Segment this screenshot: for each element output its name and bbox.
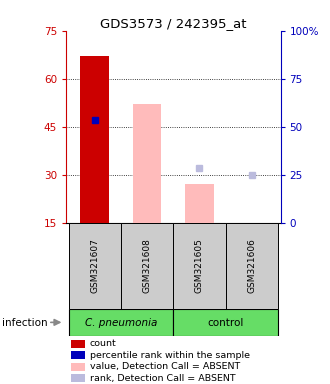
Bar (69, 309, 173, 336)
Bar (71, 339, 85, 348)
Bar (71, 351, 85, 359)
Title: GDS3573 / 242395_at: GDS3573 / 242395_at (100, 17, 247, 30)
Bar (121, 223, 173, 309)
Text: GSM321607: GSM321607 (90, 238, 99, 293)
Text: GSM321608: GSM321608 (143, 238, 151, 293)
Text: infection: infection (2, 318, 47, 328)
Text: percentile rank within the sample: percentile rank within the sample (90, 351, 250, 360)
Bar (81, 56, 109, 223)
Bar (173, 223, 226, 309)
Bar (185, 184, 214, 223)
Bar (173, 309, 278, 336)
Text: control: control (207, 318, 244, 328)
Text: GSM321605: GSM321605 (195, 238, 204, 293)
Text: rank, Detection Call = ABSENT: rank, Detection Call = ABSENT (90, 374, 235, 383)
Text: GSM321606: GSM321606 (247, 238, 256, 293)
Text: count: count (90, 339, 116, 348)
Text: value, Detection Call = ABSENT: value, Detection Call = ABSENT (90, 362, 240, 371)
Bar (71, 374, 85, 382)
Bar (226, 223, 278, 309)
Bar (69, 223, 121, 309)
Bar (71, 362, 85, 371)
Text: C. pneumonia: C. pneumonia (85, 318, 157, 328)
Bar (133, 104, 161, 223)
